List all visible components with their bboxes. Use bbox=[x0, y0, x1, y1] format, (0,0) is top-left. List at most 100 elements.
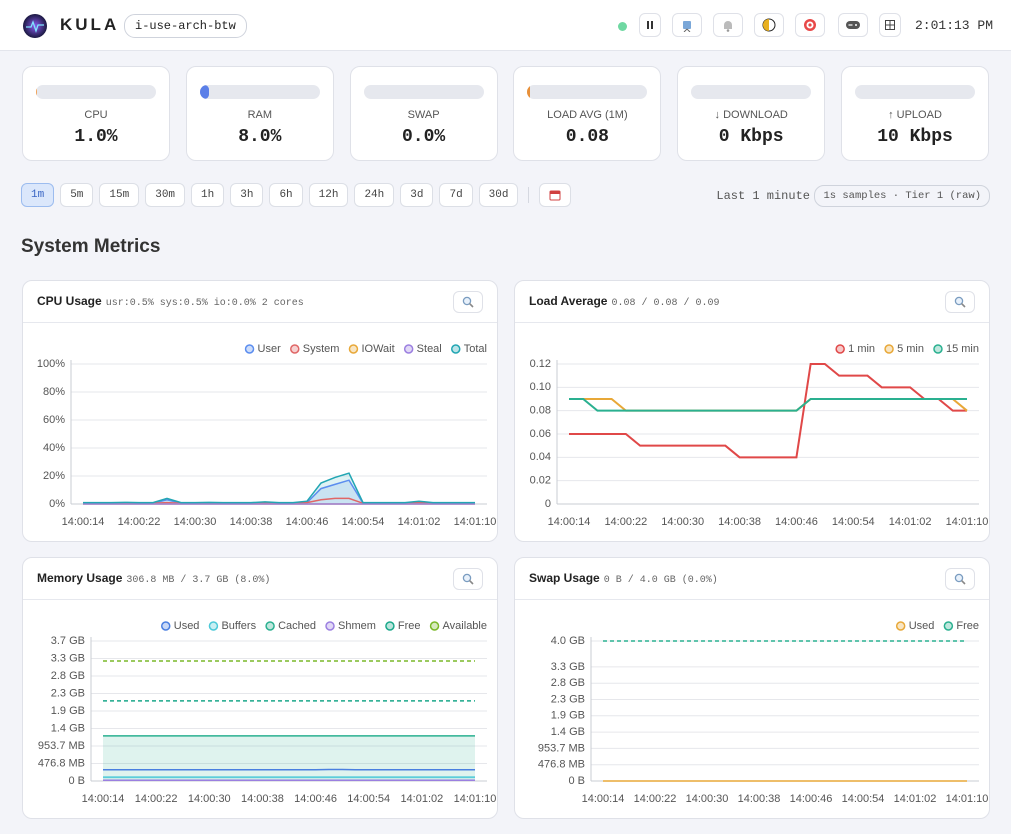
y-tick-label: 476.8 MB bbox=[38, 757, 85, 769]
legend-item[interactable]: Used bbox=[161, 620, 200, 632]
legend-marker bbox=[884, 344, 894, 354]
stat-card: CPU 1.0% bbox=[22, 66, 170, 161]
panel-title-row: CPU Usage usr:0.5% sys:0.5% io:0.0% 2 cor… bbox=[37, 294, 304, 309]
y-tick-label: 2.8 GB bbox=[551, 677, 585, 689]
x-tick-label: 14:01:10 bbox=[454, 516, 497, 528]
panel-subtitle: 0.08 / 0.08 / 0.09 bbox=[611, 298, 720, 309]
card-value: 1.0% bbox=[74, 127, 118, 147]
y-tick-label: 2.8 GB bbox=[51, 670, 85, 682]
x-tick-label: 14:00:22 bbox=[634, 793, 677, 805]
range-button[interactable]: 5m bbox=[60, 183, 94, 207]
x-tick-label: 14:00:14 bbox=[82, 793, 125, 805]
legend-label: 5 min bbox=[897, 343, 924, 355]
legend-item[interactable]: 1 min bbox=[835, 343, 875, 355]
legend-item[interactable]: Buffers bbox=[208, 620, 257, 632]
panel-header: CPU Usage usr:0.5% sys:0.5% io:0.0% 2 cor… bbox=[23, 281, 497, 323]
calendar-button[interactable] bbox=[539, 183, 572, 207]
panel-subtitle: 0 B / 4.0 GB (0.0%) bbox=[603, 575, 718, 586]
panel-header: Swap Usage 0 B / 4.0 GB (0.0%) bbox=[515, 558, 989, 600]
layout-button[interactable] bbox=[879, 13, 901, 37]
legend-item[interactable]: Total bbox=[451, 343, 487, 355]
alerts-button[interactable] bbox=[713, 13, 743, 37]
range-button[interactable]: 3h bbox=[230, 183, 264, 207]
legend-item[interactable]: Shmem bbox=[325, 620, 376, 632]
panel-title: Load Average bbox=[529, 294, 608, 308]
x-tick-label: 14:00:46 bbox=[790, 793, 833, 805]
legend-item[interactable]: Available bbox=[429, 620, 487, 632]
legend-marker bbox=[348, 344, 359, 354]
panel-subtitle: usr:0.5% sys:0.5% io:0.0% 2 cores bbox=[105, 298, 304, 309]
legend-item[interactable]: Cached bbox=[265, 620, 316, 632]
clock: 2:01:13 PM bbox=[915, 18, 994, 33]
separator bbox=[528, 187, 530, 203]
card-label: SWAP bbox=[407, 109, 440, 121]
y-tick-label: 0 B bbox=[68, 775, 85, 787]
legend-item[interactable]: Used bbox=[895, 620, 935, 632]
legend-marker bbox=[933, 344, 943, 354]
range-button[interactable]: 12h bbox=[308, 183, 349, 207]
stream-button[interactable] bbox=[672, 13, 702, 37]
y-tick-label: 20% bbox=[43, 470, 65, 482]
resolution-pill: 1s samples · Tier 1 (raw) bbox=[814, 185, 990, 207]
range-button[interactable]: 7d bbox=[439, 183, 473, 207]
range-button[interactable]: 24h bbox=[354, 183, 395, 207]
y-tick-label: 100% bbox=[37, 358, 65, 370]
chart: 0 0.02 0.04 0.06 0.08 0.10 0.12 14:00:14 14:00:2… bbox=[530, 343, 989, 528]
series-area bbox=[83, 473, 475, 504]
x-tick-label: 14:00:38 bbox=[738, 793, 781, 805]
legend-item[interactable]: Free bbox=[943, 620, 979, 632]
range-button[interactable]: 1m bbox=[21, 183, 55, 207]
legend-item[interactable]: User bbox=[244, 343, 282, 355]
zoom-button[interactable] bbox=[945, 568, 975, 590]
target-button[interactable] bbox=[795, 13, 825, 37]
legend-item[interactable]: 5 min bbox=[884, 343, 924, 355]
series-line bbox=[569, 363, 967, 459]
legend-label: IOWait bbox=[361, 343, 394, 355]
stat-card: RAM 8.0% bbox=[185, 66, 334, 161]
range-button[interactable]: 6h bbox=[269, 183, 303, 207]
x-tick-label: 14:01:02 bbox=[894, 793, 937, 805]
legend-item[interactable]: Steal bbox=[403, 343, 442, 355]
zoom-button[interactable] bbox=[453, 291, 483, 313]
legend-item[interactable]: System bbox=[290, 343, 340, 355]
legend-item[interactable]: IOWait bbox=[348, 343, 395, 355]
series-area bbox=[83, 480, 475, 504]
pause-button[interactable] bbox=[639, 13, 661, 37]
y-tick-label: 3.3 GB bbox=[51, 652, 85, 664]
y-tick-label: 953.7 MB bbox=[38, 740, 85, 752]
y-tick-label: 40% bbox=[43, 442, 65, 454]
game-button[interactable] bbox=[838, 13, 868, 37]
gauge-fill bbox=[36, 85, 38, 99]
x-tick-label: 14:01:02 bbox=[889, 516, 932, 528]
x-tick-label: 14:00:30 bbox=[174, 516, 217, 528]
range-button[interactable]: 15m bbox=[99, 183, 140, 207]
zoom-button[interactable] bbox=[945, 291, 975, 313]
zoom-button[interactable] bbox=[453, 568, 483, 590]
legend-marker bbox=[895, 621, 906, 631]
legend-item[interactable]: Free bbox=[385, 620, 421, 632]
chart: 0 B 476.8 MB 953.7 MB 1.4 GB 1.9 GB 2.3 GB 2.8… bbox=[38, 620, 497, 805]
x-tick-label: 14:00:54 bbox=[842, 793, 885, 805]
y-tick-label: 0.02 bbox=[530, 475, 551, 487]
legend-marker bbox=[385, 621, 395, 631]
y-tick-label: 0.04 bbox=[530, 451, 551, 463]
x-tick-label: 14:00:14 bbox=[548, 516, 591, 528]
theme-button[interactable] bbox=[754, 13, 784, 37]
y-tick-label: 80% bbox=[43, 386, 65, 398]
panel-title-row: Memory Usage 306.8 MB / 3.7 GB (8.0%) bbox=[37, 571, 270, 586]
range-button[interactable]: 30d bbox=[478, 183, 519, 207]
x-tick-label: 14:00:38 bbox=[241, 793, 284, 805]
brand: KULA bbox=[60, 15, 120, 34]
range-button[interactable]: 30m bbox=[145, 183, 186, 207]
legend: Used Free bbox=[895, 620, 979, 632]
legend-label: 1 min bbox=[848, 343, 875, 355]
legend-item[interactable]: 15 min bbox=[933, 343, 979, 355]
range-button[interactable]: 3d bbox=[400, 183, 434, 207]
x-tick-label: 14:00:46 bbox=[775, 516, 818, 528]
x-tick-label: 14:00:30 bbox=[686, 793, 729, 805]
y-tick-label: 0.10 bbox=[530, 381, 551, 393]
gauge-track bbox=[199, 85, 320, 99]
chart-panel: Memory Usage 306.8 MB / 3.7 GB (8.0%) 0 B 4… bbox=[22, 557, 498, 819]
x-tick-label: 14:00:22 bbox=[604, 516, 647, 528]
range-button[interactable]: 1h bbox=[191, 183, 225, 207]
